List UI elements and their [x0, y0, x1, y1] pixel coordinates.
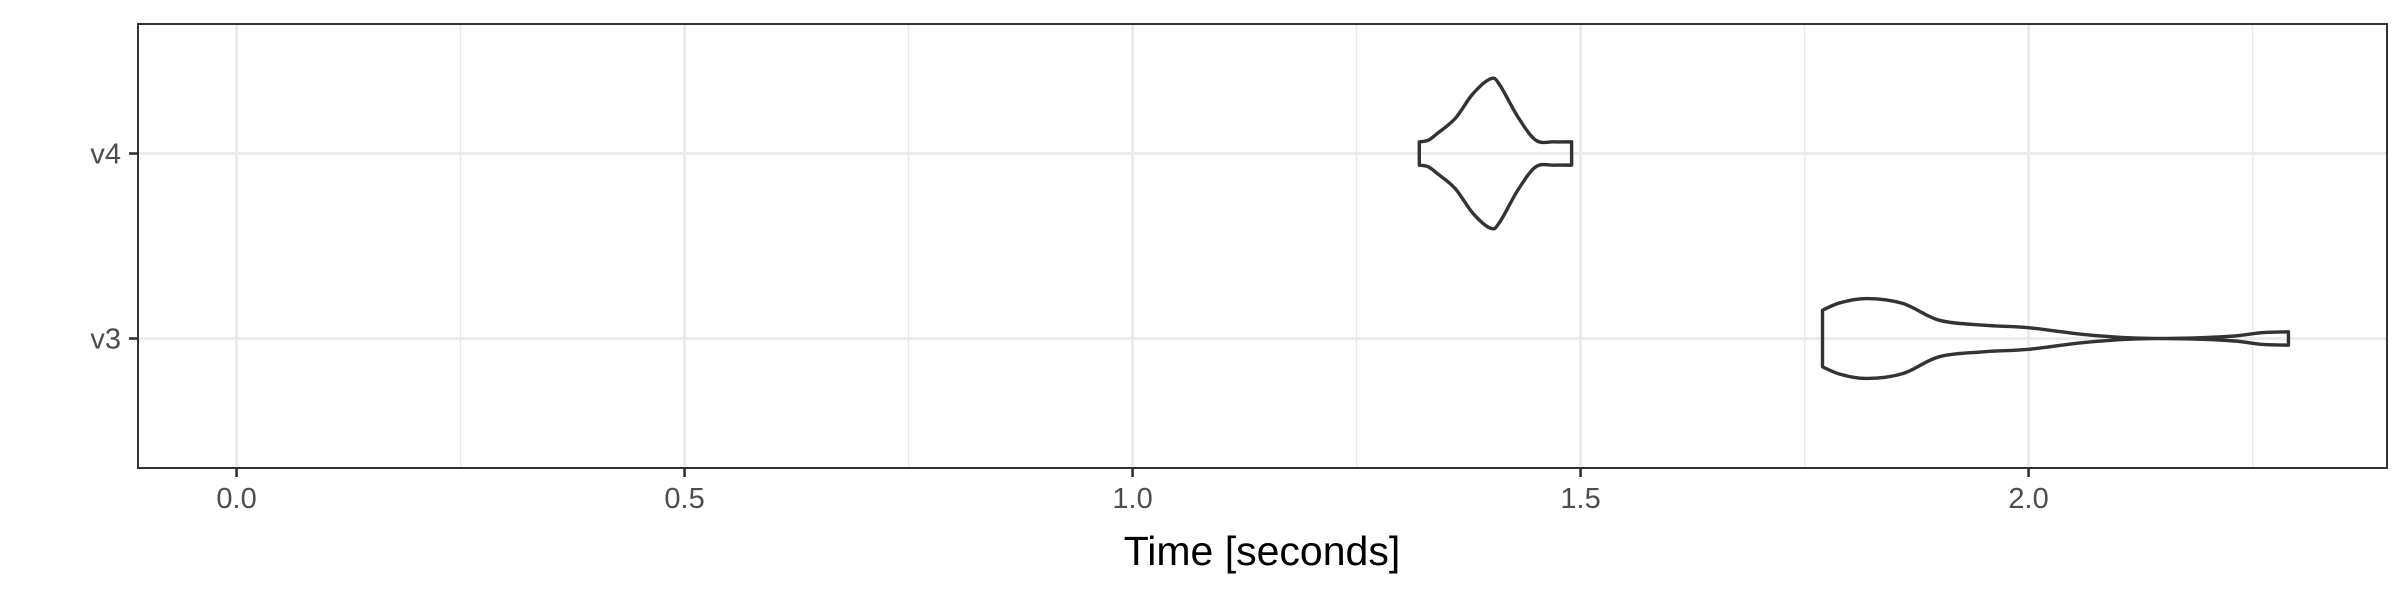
x-axis-title: Time [seconds]	[1124, 528, 1400, 574]
x-tick-label: 0.0	[216, 483, 256, 515]
grid-lines	[138, 24, 2387, 468]
axes: 0.0 0.5 1.0 1.5 2.0 v3 v4	[90, 139, 2048, 516]
x-tick-label: 2.0	[2008, 483, 2048, 515]
violin-v4	[1417, 76, 1574, 231]
plot-background	[138, 24, 2387, 468]
violins	[1417, 76, 2291, 381]
x-tick-label: 1.0	[1112, 483, 1152, 515]
violin-v3	[1820, 296, 2291, 381]
plot-panel-border	[137, 23, 2388, 469]
y-tick-label: v4	[90, 139, 121, 171]
x-tick-label: 1.5	[1560, 483, 1600, 515]
x-tick-label: 0.5	[664, 483, 704, 515]
y-tick-label: v3	[90, 324, 121, 356]
